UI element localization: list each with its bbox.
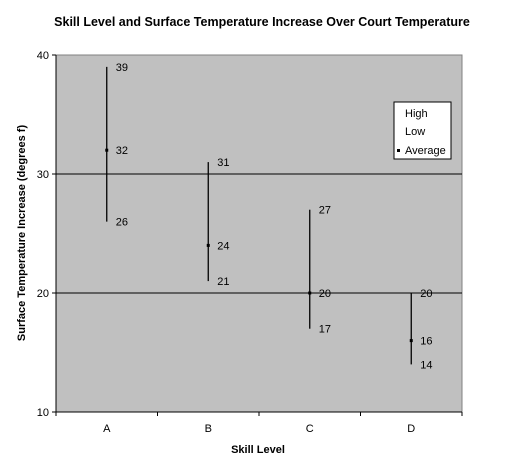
y-tick-label: 30 xyxy=(37,169,49,181)
high-label: 27 xyxy=(319,205,331,217)
average-marker xyxy=(308,291,312,295)
x-axis-title: Skill Level xyxy=(231,444,285,456)
average-marker xyxy=(206,243,210,247)
legend-item: High xyxy=(405,108,428,120)
low-label: 26 xyxy=(116,217,128,229)
low-label: 14 xyxy=(420,359,432,371)
average-marker xyxy=(409,339,413,343)
legend: High Low Average xyxy=(393,101,452,160)
legend-average-marker xyxy=(397,149,400,152)
y-axis-title: Surface Temperature Increase (degrees f) xyxy=(16,125,28,342)
low-label: 21 xyxy=(217,276,229,288)
legend-item: Low xyxy=(405,126,425,138)
average-label: 20 xyxy=(319,288,331,300)
high-label: 39 xyxy=(116,62,128,74)
legend-item: Average xyxy=(405,145,446,157)
average-label: 32 xyxy=(116,145,128,157)
average-label: 16 xyxy=(420,336,432,348)
axes: 10 20 30 40 A B C D xyxy=(37,50,463,435)
gridlines xyxy=(56,173,462,294)
high-label: 20 xyxy=(420,288,432,300)
y-tick-label: 40 xyxy=(37,50,49,62)
y-tick-label: 10 xyxy=(37,407,49,419)
x-tick-label: A xyxy=(103,423,111,435)
data-marks xyxy=(105,66,413,365)
high-label: 31 xyxy=(217,157,229,169)
low-label: 17 xyxy=(319,324,331,336)
chart-title: Skill Level and Surface Temperature Incr… xyxy=(54,15,470,29)
y-tick-label: 20 xyxy=(37,288,49,300)
average-label: 24 xyxy=(217,240,229,252)
x-tick-label: D xyxy=(407,423,415,435)
legend-box xyxy=(393,101,452,160)
data-labels: 39 32 26 31 24 21 27 20 17 20 16 14 xyxy=(116,62,433,371)
average-marker xyxy=(105,148,109,152)
x-tick-label: B xyxy=(205,423,212,435)
x-tick-label: C xyxy=(306,423,314,435)
